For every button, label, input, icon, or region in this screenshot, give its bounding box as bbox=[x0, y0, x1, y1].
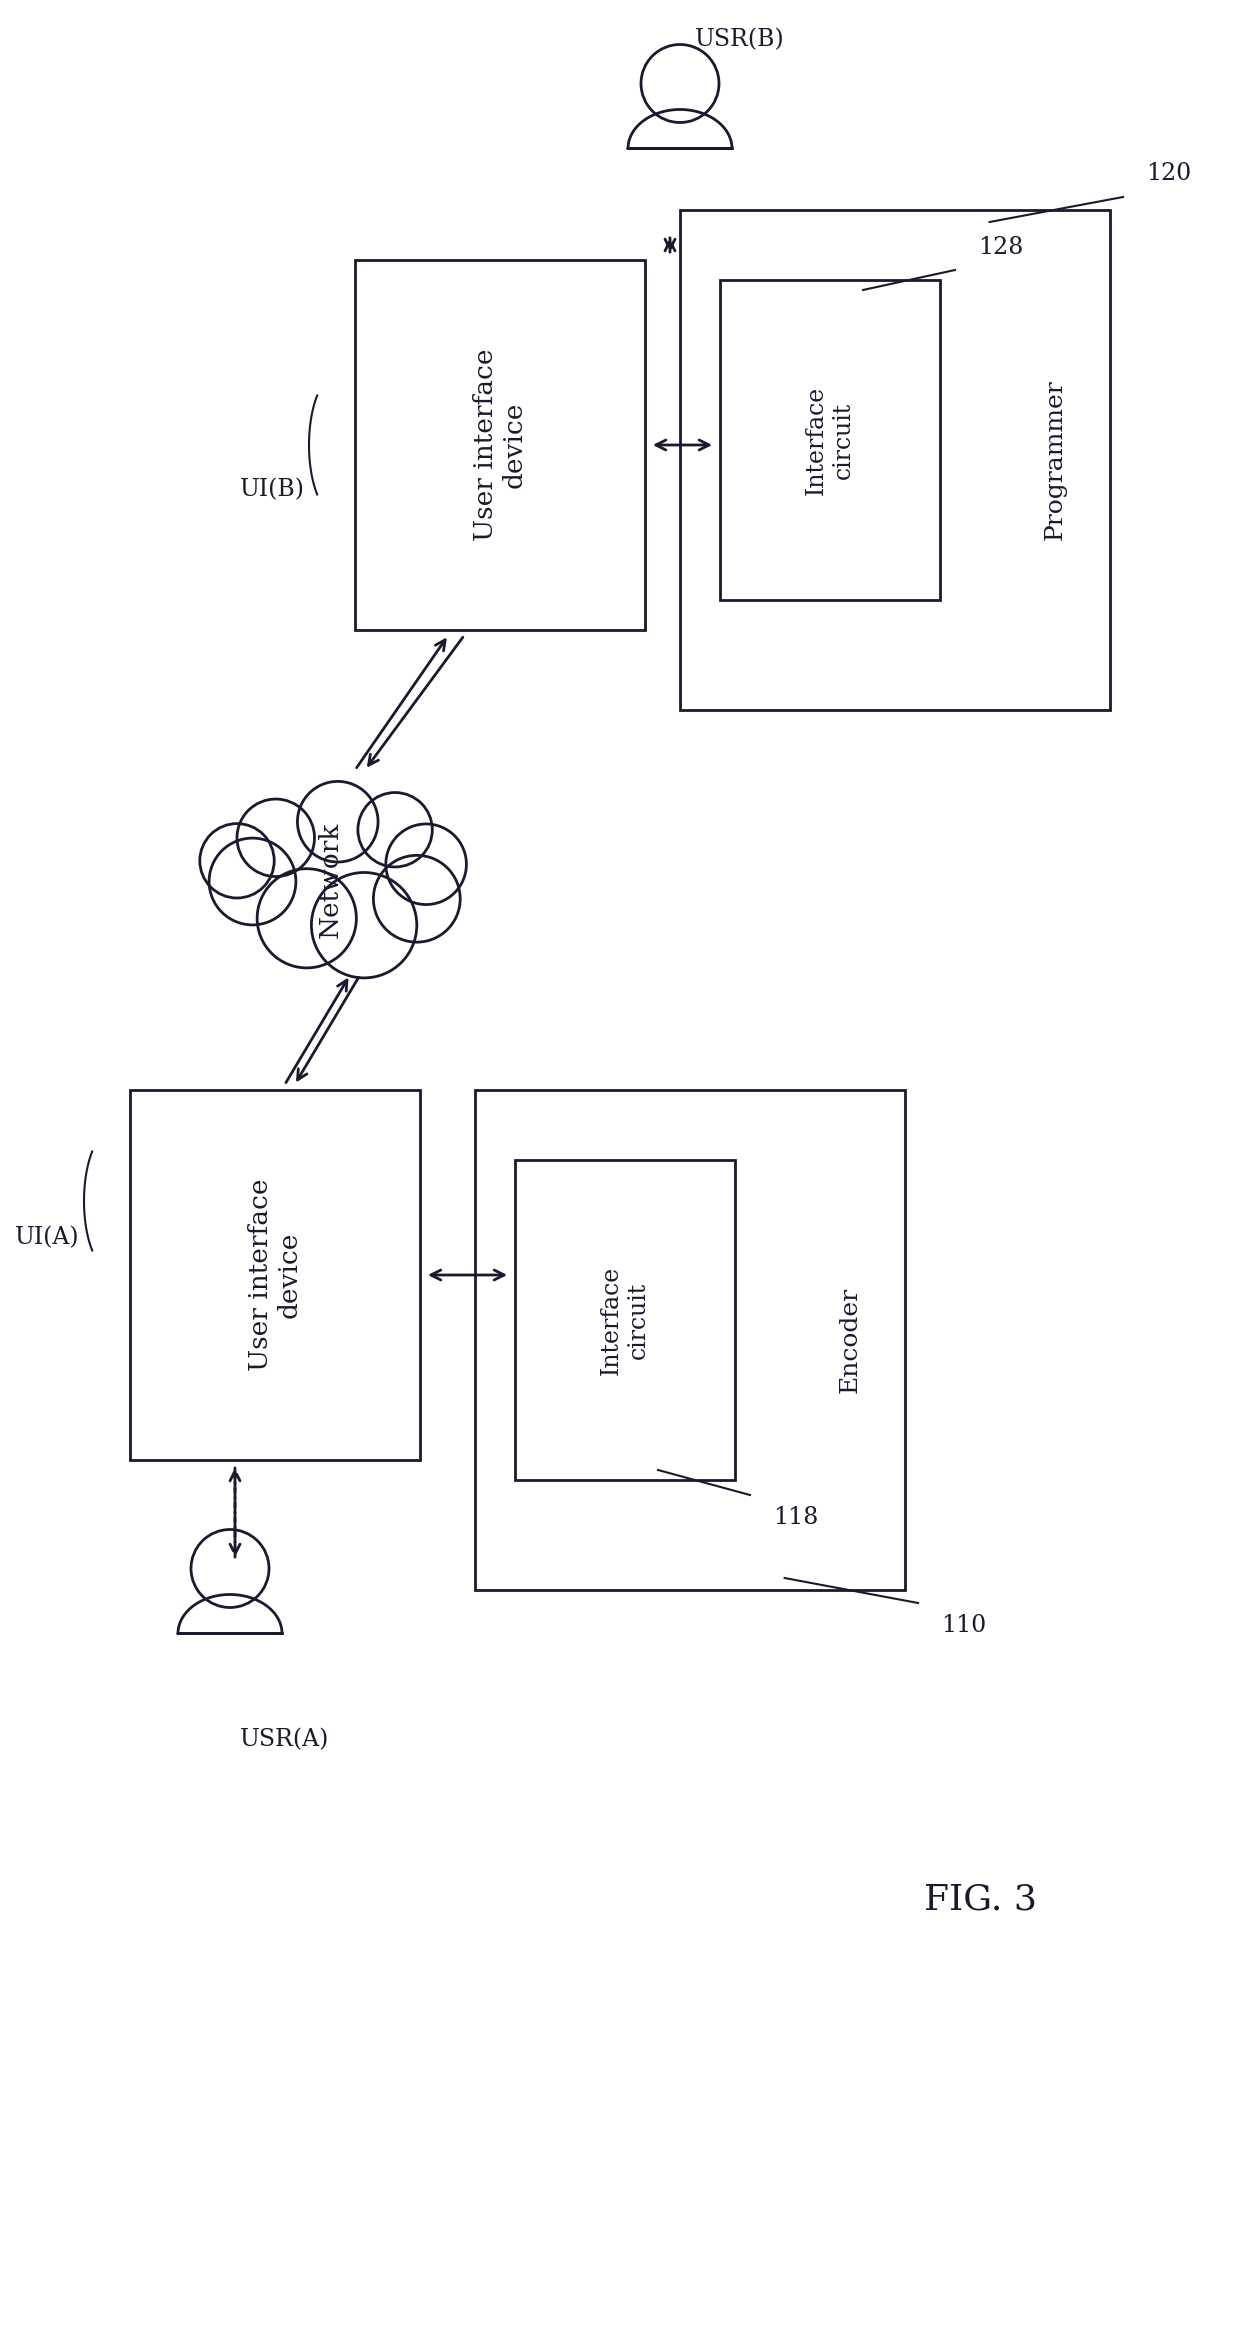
Text: 120: 120 bbox=[1146, 162, 1192, 185]
Circle shape bbox=[237, 799, 315, 877]
Circle shape bbox=[298, 781, 378, 863]
Text: User interface
device: User interface device bbox=[472, 349, 527, 541]
Bar bbox=[130, 1090, 420, 1460]
Bar bbox=[475, 1090, 905, 1589]
Circle shape bbox=[210, 839, 296, 926]
Bar bbox=[720, 279, 940, 600]
Text: Programmer: Programmer bbox=[1044, 380, 1066, 541]
Bar bbox=[515, 1160, 735, 1479]
Circle shape bbox=[358, 792, 433, 867]
Text: USR(B): USR(B) bbox=[696, 28, 785, 52]
Text: Interface
circuit: Interface circuit bbox=[805, 384, 854, 495]
Circle shape bbox=[373, 856, 460, 942]
Text: UI(A): UI(A) bbox=[15, 1226, 81, 1249]
Text: Network: Network bbox=[317, 823, 342, 938]
Bar bbox=[680, 211, 1110, 710]
Circle shape bbox=[386, 825, 466, 905]
Circle shape bbox=[257, 870, 356, 968]
Text: USR(A): USR(A) bbox=[241, 1728, 330, 1751]
Text: 118: 118 bbox=[773, 1507, 818, 1531]
Bar bbox=[355, 260, 645, 631]
Text: FIG. 3: FIG. 3 bbox=[924, 1882, 1037, 1917]
Text: 110: 110 bbox=[941, 1615, 986, 1638]
Circle shape bbox=[200, 823, 274, 898]
Text: User interface
device: User interface device bbox=[248, 1179, 303, 1371]
Text: Interface
circuit: Interface circuit bbox=[600, 1266, 650, 1374]
Circle shape bbox=[311, 872, 417, 977]
Text: UI(B): UI(B) bbox=[241, 478, 305, 502]
Text: Encoder: Encoder bbox=[838, 1287, 862, 1392]
Text: 128: 128 bbox=[978, 234, 1023, 258]
